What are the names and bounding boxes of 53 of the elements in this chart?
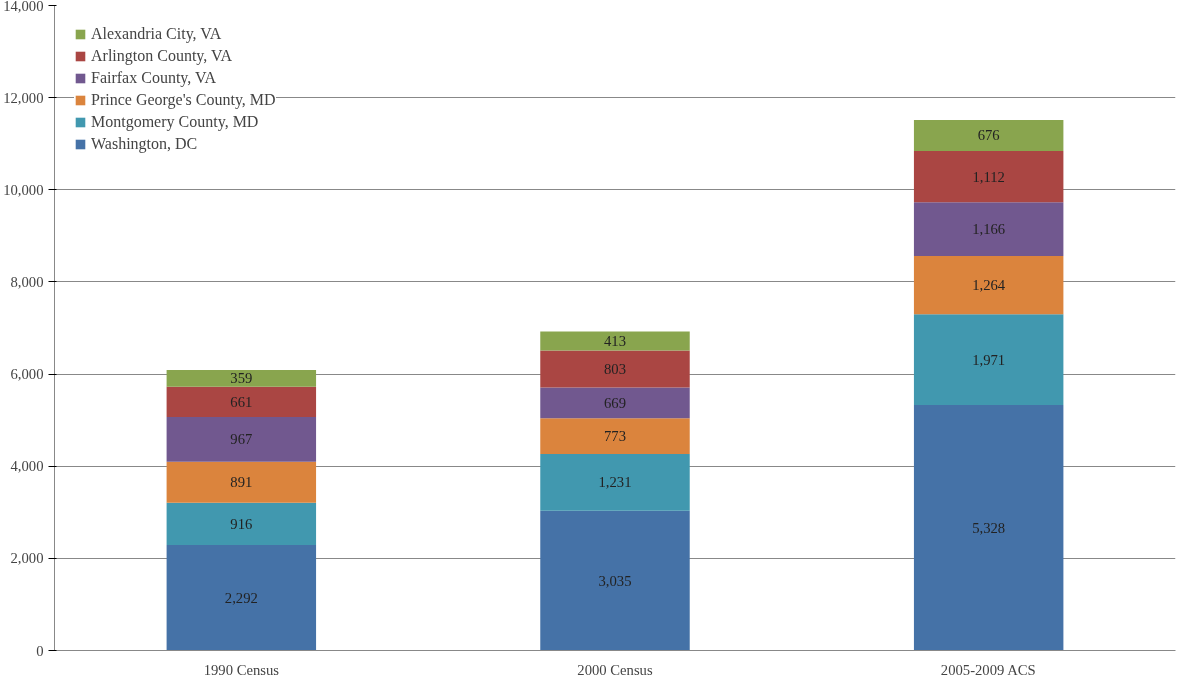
bar [166,461,317,503]
data-label: 669 [604,394,626,411]
bar [913,255,1064,315]
data-label: 413 [604,333,626,350]
bar [166,544,317,651]
x-tick-label: 1990 Census [203,661,280,678]
y-tick-label: 6,000 [10,366,44,383]
x-tick-label: 2005-2009 ACS [940,661,1036,678]
bar [913,151,1064,203]
data-label: 661 [230,393,253,410]
bar [540,453,690,511]
bar [540,387,690,419]
data-label: 803 [604,361,626,378]
bar [913,405,1064,651]
data-label: 5,328 [972,519,1006,536]
legend-label: Montgomery County, MD [91,113,259,131]
data-label: 3,035 [598,572,632,589]
data-label: 1,231 [598,474,632,491]
data-label: 773 [604,428,626,445]
y-tick-label: 10,000 [3,181,44,198]
data-label: 916 [230,515,253,532]
bar [540,350,690,388]
bar [913,314,1064,406]
data-label: 676 [977,127,1000,144]
y-tick-label: 4,000 [10,458,44,475]
y-tick-label: 2,000 [10,550,44,567]
y-tick-label: 14,000 [3,0,44,14]
data-label: 1,264 [972,277,1006,294]
x-tick-label: 2000 Census [577,661,653,678]
y-tick-label: 12,000 [3,89,44,106]
bar [540,510,690,651]
bar [913,202,1064,256]
y-tick-label: 0 [36,642,44,659]
data-label: 1,166 [972,221,1006,238]
legend-label: Alexandria City, VA [91,25,222,43]
bar [540,331,690,351]
bar [540,418,690,454]
legend-label: Fairfax County, VA [91,69,217,87]
data-label: 1,112 [972,168,1005,185]
legend-label: Washington, DC [91,135,198,153]
data-label: 359 [230,370,253,387]
legend-label: Prince George's County, MD [91,91,276,109]
data-label: 2,292 [224,589,258,606]
bar [166,502,317,545]
bar [166,386,317,418]
bar [913,119,1064,152]
data-label: 1,971 [972,351,1006,368]
data-label: 891 [230,474,253,491]
bar [166,417,317,462]
data-label: 967 [230,431,253,448]
legend-label: Arlington County, VA [91,47,233,65]
y-tick-label: 8,000 [10,273,44,290]
bar [166,370,317,387]
